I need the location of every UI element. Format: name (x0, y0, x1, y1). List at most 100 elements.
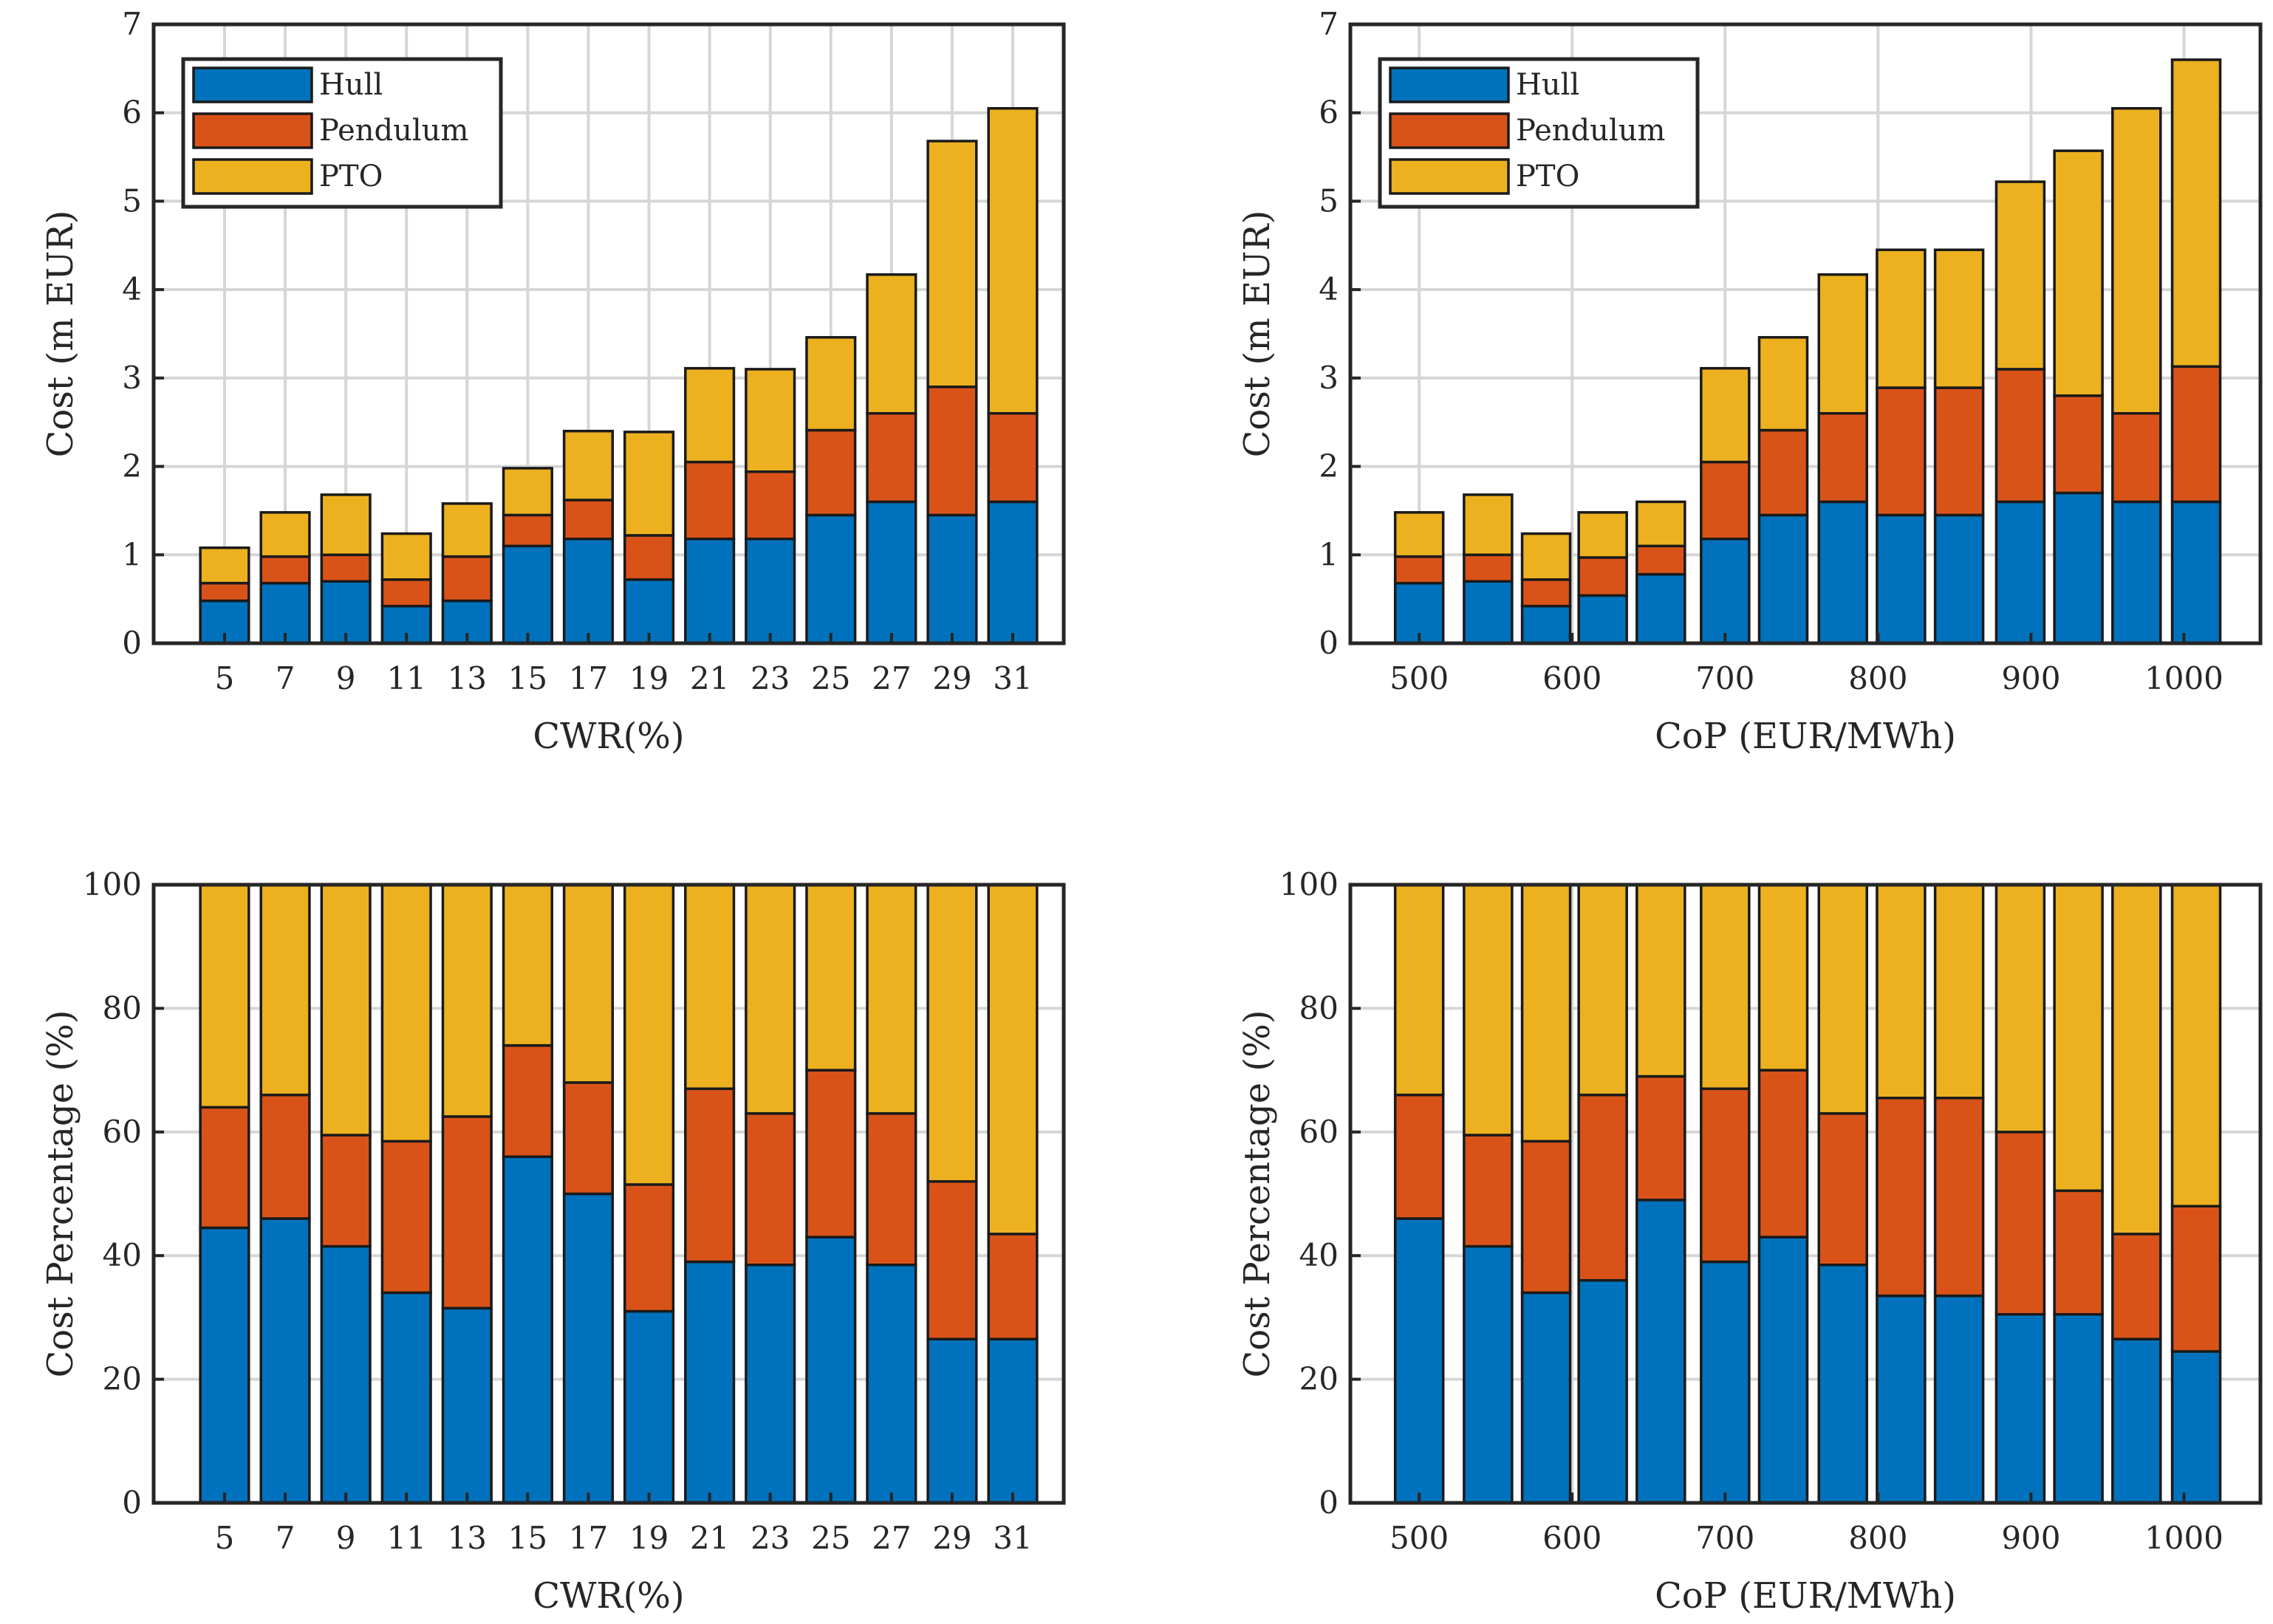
bar-hull-11 (380, 1291, 432, 1504)
x-tick-label: 11 (387, 1520, 426, 1556)
x-tick-label: 7 (276, 660, 295, 696)
bar-hull-800 (1876, 1294, 1927, 1504)
bar-pto-23 (745, 368, 796, 473)
y-tick-label: 3 (1319, 360, 1339, 396)
x-tick-label: 29 (932, 660, 971, 696)
bar-pto-25 (805, 336, 857, 432)
bar-hull-27 (866, 1264, 917, 1504)
bar-pendulum-500 (1393, 1093, 1445, 1220)
bar-pto-875 (1995, 883, 2046, 1134)
bar-hull-700 (1700, 1260, 1751, 1504)
x-tick-label: 17 (569, 1520, 608, 1556)
y-tick-label: 2 (122, 448, 142, 484)
bar-pto-800 (1876, 883, 1927, 1100)
bar-hull-25 (805, 513, 857, 645)
bar-pto-725 (1757, 883, 1809, 1072)
y-tick-label: 6 (122, 95, 142, 131)
bar-pendulum-17 (562, 498, 615, 541)
bar-pto-575 (1520, 532, 1572, 581)
bar-pendulum-775 (1817, 411, 1868, 504)
x-tick-label: 15 (508, 1520, 547, 1556)
bar-pendulum-950 (2111, 1233, 2162, 1340)
bar-pto-925 (2053, 883, 2104, 1193)
bar-pendulum-725 (1757, 1069, 1809, 1238)
legend-label-pendulum: Pendulum (319, 114, 468, 148)
x-tick-label: 1000 (2144, 1520, 2224, 1556)
bar-hull-17 (562, 537, 615, 645)
bar-pto-725 (1757, 336, 1809, 432)
x-axis-title: CoP (EUR/MWh) (1655, 716, 1956, 757)
bar-hull-19 (623, 1309, 675, 1504)
bar-pendulum-19 (623, 534, 675, 581)
bar-hull-725 (1757, 1236, 1809, 1504)
bar-hull-875 (1995, 500, 2046, 645)
bar-pendulum-575 (1520, 578, 1572, 608)
legend-swatch-pendulum (192, 112, 313, 149)
legend-swatch-hull (192, 66, 313, 103)
bar-pto-27 (866, 273, 917, 415)
bar-pto-775 (1817, 273, 1868, 415)
bar-pendulum-800 (1876, 1097, 1927, 1298)
x-tick-label: 27 (872, 1520, 911, 1556)
legend-label-pto: PTO (1516, 160, 1579, 193)
bar-pendulum-550 (1463, 553, 1514, 583)
bar-pendulum-875 (1995, 1131, 2046, 1316)
bar-pto-600 (1577, 511, 1628, 559)
bar-pendulum-31 (987, 1233, 1039, 1340)
bar-pendulum-700 (1700, 1087, 1751, 1264)
bar-hull-21 (684, 537, 736, 645)
y-tick-label: 5 (122, 182, 142, 219)
bar-pto-31 (987, 883, 1039, 1236)
x-tick-label: 5 (215, 1520, 235, 1556)
bar-pto-650 (1635, 883, 1686, 1078)
x-tick-label: 13 (448, 1520, 487, 1556)
y-tick-label: 4 (1319, 271, 1339, 307)
x-tick-label: 700 (1695, 660, 1754, 696)
x-tick-label: 13 (448, 660, 487, 696)
bar-hull-15 (502, 544, 553, 645)
y-tick-label: 40 (1299, 1237, 1339, 1273)
bar-pendulum-5 (199, 581, 250, 603)
bar-pto-700 (1700, 366, 1751, 464)
bar-hull-23 (745, 1264, 796, 1504)
y-axis-title: Cost Percentage (%) (40, 1010, 81, 1378)
bar-pto-1000 (2170, 883, 2222, 1207)
legend-label-hull: Hull (319, 68, 383, 102)
bar-hull-13 (441, 1306, 493, 1504)
bar-hull-31 (987, 500, 1039, 645)
bar-pto-800 (1876, 248, 1927, 389)
bar-pendulum-11 (380, 1140, 432, 1295)
bar-pto-550 (1463, 883, 1514, 1137)
bar-pto-11 (380, 532, 432, 581)
x-tick-label: 800 (1848, 1520, 1907, 1556)
bar-pto-650 (1635, 500, 1686, 548)
y-tick-label: 80 (103, 990, 142, 1026)
axes-frame (151, 883, 1066, 1505)
x-tick-label: 900 (2001, 1520, 2060, 1556)
bar-hull-875 (1995, 1312, 2046, 1504)
bar-pto-29 (926, 140, 978, 388)
bar-pto-29 (926, 883, 978, 1183)
bar-pendulum-775 (1817, 1111, 1868, 1267)
y-tick-label: 5 (1319, 182, 1339, 219)
bar-pendulum-800 (1876, 386, 1927, 517)
bar-hull-775 (1817, 500, 1868, 645)
bar-hull-600 (1577, 1278, 1628, 1504)
y-tick-label: 100 (1279, 866, 1339, 902)
bar-pto-950 (2111, 883, 2162, 1236)
x-tick-label: 900 (2001, 660, 2060, 696)
x-tick-label: 11 (387, 660, 426, 696)
y-tick-label: 1 (122, 536, 142, 572)
legend: Hull Pendulum PTO (1378, 57, 1700, 209)
bar-pendulum-600 (1577, 1093, 1628, 1282)
bar-pendulum-550 (1463, 1134, 1514, 1248)
bar-pendulum-13 (441, 1115, 493, 1310)
bar-hull-1000 (2170, 1350, 2222, 1504)
x-tick-label: 31 (993, 1520, 1032, 1556)
bar-hull-775 (1817, 1264, 1868, 1504)
bar-pendulum-925 (2053, 394, 2104, 495)
bar-pto-550 (1463, 493, 1514, 557)
y-tick-label: 100 (83, 866, 142, 902)
x-tick-label: 21 (690, 660, 729, 696)
